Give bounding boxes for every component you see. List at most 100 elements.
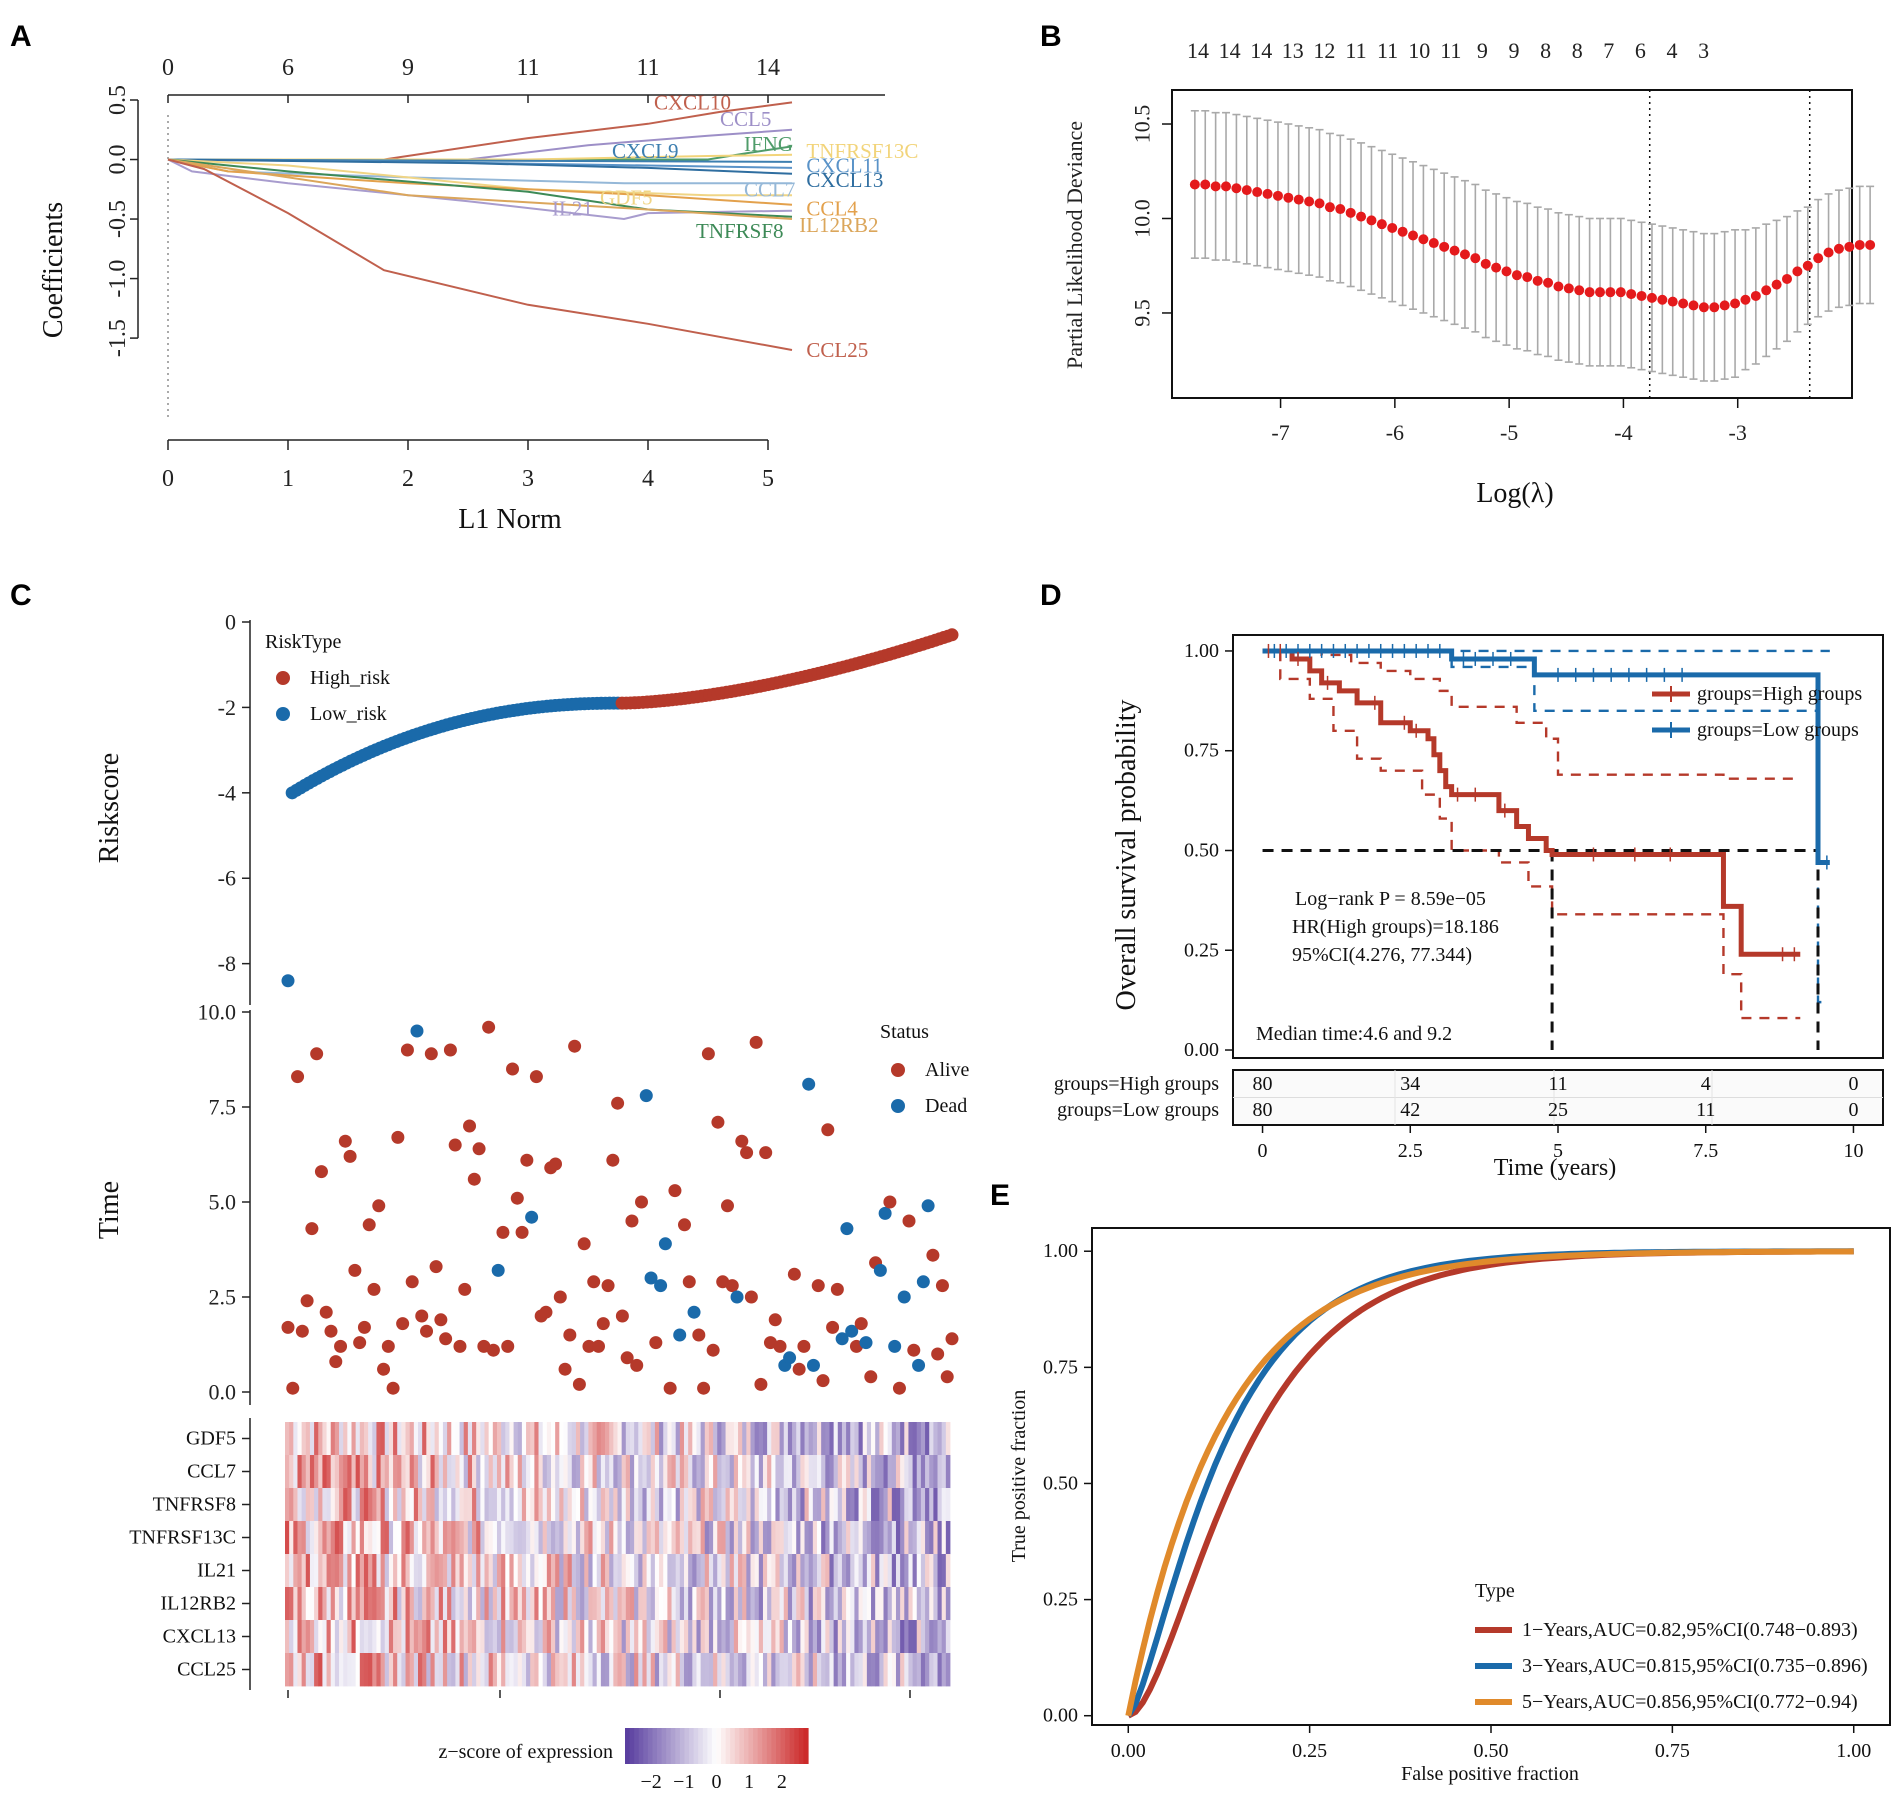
heatmap-cell	[775, 1422, 780, 1456]
heatmap-cell	[733, 1488, 739, 1522]
heatmap-cell	[904, 1587, 909, 1621]
heatmap-cell	[887, 1521, 893, 1555]
heatmap-cell	[538, 1455, 544, 1489]
time-point-alive	[826, 1320, 840, 1334]
time-point-alive	[740, 1146, 754, 1160]
heatmap-cell	[908, 1455, 913, 1489]
x-tick-label: -4	[1614, 420, 1632, 445]
heatmap-cell	[418, 1488, 423, 1522]
heatmap-cell	[422, 1620, 427, 1654]
heatmap-cell	[887, 1587, 893, 1621]
top-nonzero-count: 10	[1408, 38, 1430, 63]
heatmap-cell	[567, 1521, 573, 1555]
heatmap-cell	[613, 1554, 618, 1588]
heatmap-cell	[779, 1620, 785, 1654]
top-nonzero-count: 12	[1313, 38, 1335, 63]
heatmap-cell	[779, 1587, 785, 1621]
heatmap-cell	[501, 1587, 506, 1621]
heatmap-cell	[675, 1455, 681, 1489]
x-axis-title: Log(λ)	[1476, 478, 1553, 509]
heatmap-cell	[675, 1521, 681, 1555]
heatmap-cell	[600, 1587, 606, 1621]
heatmap-cell	[551, 1620, 556, 1654]
heatmap-cell	[534, 1521, 539, 1555]
heatmap-cell	[559, 1521, 564, 1555]
heatmap-cell	[746, 1422, 751, 1456]
heatmap-cell	[713, 1422, 718, 1456]
heatmap-cell	[916, 1422, 922, 1456]
time-point-alive	[377, 1362, 391, 1376]
heatmap-cell	[555, 1620, 560, 1654]
heatmap-cell	[513, 1554, 519, 1588]
heatmap-cell	[551, 1422, 556, 1456]
heatmap-cell	[422, 1653, 427, 1687]
heatmap-cell	[297, 1587, 303, 1621]
heatmap-cell	[621, 1554, 627, 1588]
heatmap-cell	[787, 1554, 793, 1588]
x-tick-label: -3	[1729, 420, 1747, 445]
low-ci-lower	[1262, 649, 1824, 1004]
heatmap-row-label: CCL7	[187, 1461, 236, 1483]
heatmap-cell	[920, 1653, 926, 1687]
heatmap-cell	[821, 1488, 826, 1522]
x-axis-title: False positive fraction	[1401, 1763, 1579, 1785]
deviance-point	[1543, 277, 1554, 288]
x-tick-label: 0.25	[1292, 1740, 1327, 1762]
deviance-point	[1688, 300, 1699, 311]
heatmap-cell	[551, 1554, 556, 1588]
heatmap-cell	[841, 1653, 847, 1687]
heatmap-cell	[388, 1554, 394, 1588]
x-tick-label: 0	[162, 466, 174, 492]
heatmap-cell	[459, 1422, 465, 1456]
time-point-dead	[802, 1077, 816, 1091]
heatmap-cell	[634, 1653, 639, 1687]
heatmap-cell	[351, 1422, 357, 1456]
heatmap-cell	[542, 1653, 548, 1687]
heatmap-cell	[812, 1620, 818, 1654]
y-tick-label: 0.50	[1043, 1472, 1078, 1494]
heatmap-cell	[650, 1488, 656, 1522]
heatmap-cell	[779, 1554, 785, 1588]
heatmap-cell	[463, 1554, 469, 1588]
heatmap-cell	[891, 1521, 897, 1555]
colorbar-tick-label: 2	[777, 1771, 787, 1793]
heatmap-cell	[596, 1653, 602, 1687]
heatmap-cell	[634, 1620, 639, 1654]
heatmap-cell	[679, 1620, 685, 1654]
heatmap-cell	[496, 1455, 502, 1489]
heatmap-cell	[496, 1521, 502, 1555]
heatmap-cell	[850, 1587, 855, 1621]
heatmap-cell	[700, 1422, 706, 1456]
heatmap-cell	[488, 1554, 494, 1588]
time-point-alive	[467, 1172, 481, 1186]
heatmap-cell	[521, 1488, 527, 1522]
heatmap-cell	[484, 1488, 490, 1522]
heatmap-cell	[783, 1488, 789, 1522]
hr-text: HR(High groups)=18.186	[1292, 916, 1499, 938]
heatmap-cell	[600, 1521, 606, 1555]
heatmap-cell	[625, 1653, 631, 1687]
heatmap-cell	[887, 1653, 893, 1687]
heatmap-cell	[459, 1587, 465, 1621]
heatmap-cell	[812, 1587, 818, 1621]
time-point-dead	[673, 1328, 687, 1342]
heatmap-cell	[787, 1653, 793, 1687]
time-point-alive	[620, 1351, 634, 1365]
heatmap-cell	[301, 1488, 307, 1522]
heatmap-cell	[559, 1488, 564, 1522]
heatmap-cell	[567, 1587, 573, 1621]
heatmap-cell	[376, 1587, 381, 1621]
heatmap-cell	[912, 1521, 918, 1555]
heatmap-cell	[605, 1488, 610, 1522]
heatmap-cell	[684, 1521, 689, 1555]
heatmap-cell	[534, 1620, 539, 1654]
heatmap-cell	[700, 1455, 706, 1489]
heatmap-cell	[883, 1521, 889, 1555]
time-point-alive	[821, 1123, 835, 1137]
heatmap-cell	[787, 1422, 793, 1456]
heatmap-cell	[326, 1488, 332, 1522]
heatmap-cell	[792, 1587, 797, 1621]
heatmap-cell	[817, 1554, 822, 1588]
heatmap-cell	[900, 1488, 905, 1522]
heatmap-cell	[738, 1620, 743, 1654]
